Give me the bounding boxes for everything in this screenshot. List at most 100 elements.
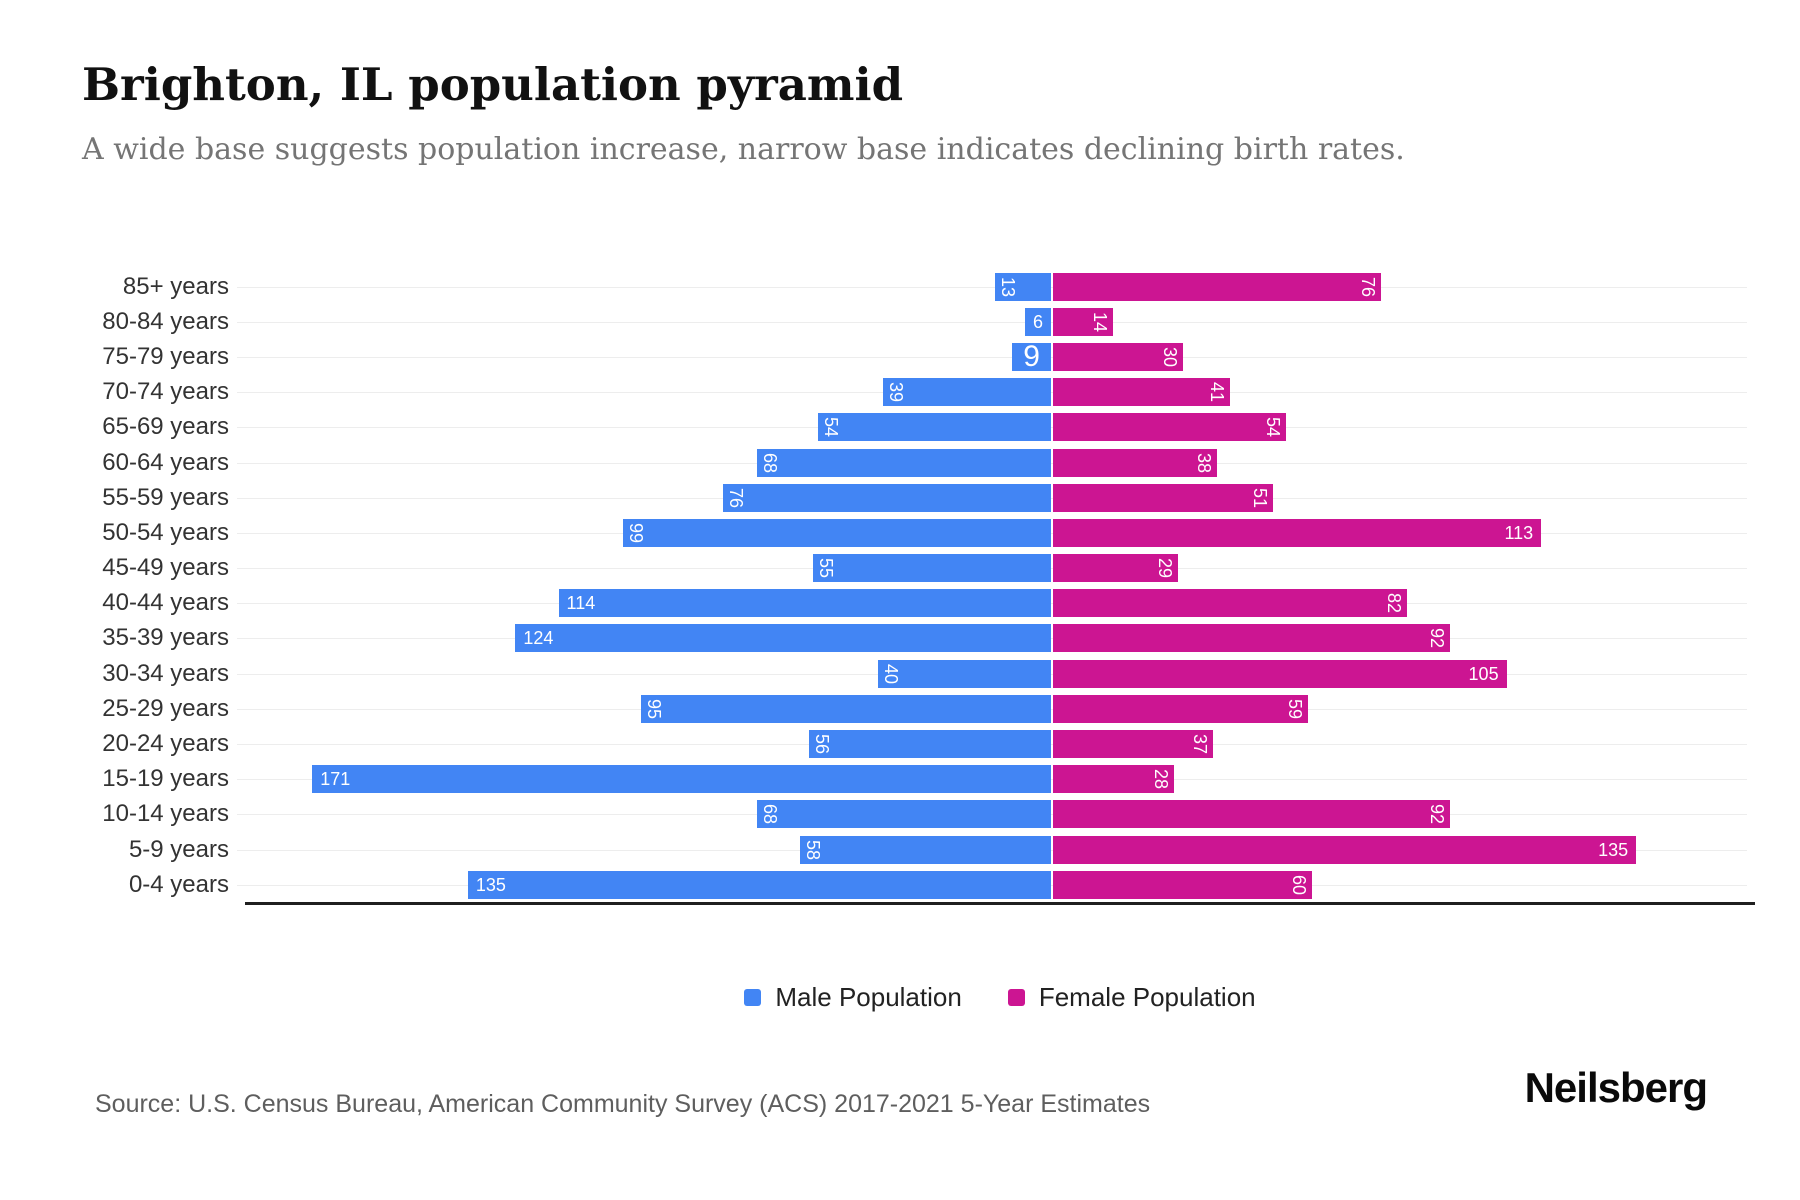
row-plot-area: 114 82 — [237, 586, 1747, 621]
brand-logo: Neilsberg — [1524, 1064, 1708, 1111]
male-bar: 39 — [882, 378, 1051, 407]
male-bar-value: 68 — [760, 804, 781, 825]
female-bar: 135 — [1053, 835, 1637, 864]
row-plot-area: 68 38 — [237, 445, 1747, 480]
female-bar: 59 — [1053, 694, 1308, 723]
female-bar-value: 82 — [1384, 593, 1405, 614]
row-plot-area: 58 135 — [237, 832, 1747, 867]
male-bar-value: 171 — [320, 769, 351, 790]
female-legend-label: Female Population — [1038, 982, 1256, 1012]
age-group-label: 45-49 years — [102, 554, 229, 582]
male-bar: 9 — [1012, 339, 1051, 373]
female-bar: 29 — [1053, 554, 1179, 583]
chart-title: Brighton, IL population pyramid — [82, 58, 904, 111]
pyramid-row: 80-84 years 6 14 — [0, 304, 1800, 339]
row-plot-area: 56 37 — [237, 726, 1747, 761]
pyramid-row: 30-34 years 40 105 — [0, 656, 1800, 691]
legend-item-male[interactable]: Male Population — [744, 982, 962, 1013]
age-group-label: 75-79 years — [102, 342, 229, 370]
age-group-label: 55-59 years — [102, 483, 229, 511]
male-bar-value: 6 — [1033, 311, 1044, 332]
age-group-label: 5-9 years — [128, 835, 229, 863]
pyramid-row: 20-24 years 56 37 — [0, 726, 1800, 761]
row-plot-area: 135 60 — [237, 867, 1747, 902]
legend-item-female[interactable]: Female Population — [1007, 982, 1256, 1013]
pyramid-row: 5-9 years 58 135 — [0, 832, 1800, 867]
male-bar: 56 — [809, 730, 1051, 759]
age-group-label: 40-44 years — [102, 589, 229, 617]
pyramid-row: 50-54 years 99 113 — [0, 515, 1800, 550]
female-bar-value: 38 — [1194, 452, 1215, 473]
female-bar-value: 30 — [1159, 346, 1180, 367]
male-bar-value: 54 — [820, 417, 841, 438]
age-group-label: 10-14 years — [102, 800, 229, 828]
source-attribution: Source: U.S. Census Bureau, American Com… — [95, 1090, 1151, 1118]
female-bar-value: 113 — [1504, 522, 1534, 543]
female-bar-value: 29 — [1155, 558, 1176, 579]
female-bar-value: 92 — [1427, 628, 1448, 649]
female-bar-value: 28 — [1150, 769, 1171, 790]
row-plot-area: 95 59 — [237, 691, 1747, 726]
female-bar: 92 — [1053, 800, 1451, 829]
pyramid-row: 10-14 years 68 92 — [0, 797, 1800, 832]
male-bar: 171 — [312, 765, 1051, 794]
age-group-label: 25-29 years — [102, 694, 229, 722]
male-bar-value: 56 — [812, 734, 833, 755]
female-bar-value: 51 — [1250, 487, 1271, 508]
female-bar: 51 — [1053, 483, 1274, 512]
female-bar-value: 60 — [1289, 874, 1310, 895]
female-bar: 14 — [1053, 307, 1114, 336]
female-bar: 28 — [1053, 765, 1174, 794]
age-group-label: 85+ years — [122, 272, 229, 300]
male-bar: 68 — [757, 448, 1051, 477]
female-bar: 38 — [1053, 448, 1218, 477]
age-group-label: 30-34 years — [102, 659, 229, 687]
female-bar-value: 59 — [1284, 698, 1305, 719]
female-legend-swatch-icon — [1007, 989, 1025, 1006]
male-bar-value: 9 — [1023, 339, 1040, 373]
pyramid-row: 45-49 years 55 29 — [0, 551, 1800, 586]
male-bar-value: 55 — [816, 558, 837, 579]
pyramid-rows: 85+ years 13 76 80-84 years 6 14 75-79 years 9 3… — [0, 269, 1800, 902]
pyramid-row: 75-79 years 9 30 — [0, 339, 1800, 374]
male-bar: 58 — [800, 835, 1051, 864]
pyramid-row: 85+ years 13 76 — [0, 269, 1800, 304]
row-plot-area: 6 14 — [237, 304, 1747, 339]
age-group-label: 50-54 years — [102, 518, 229, 546]
legend: Male Population Female Population — [245, 982, 1755, 1013]
male-bar: 76 — [722, 483, 1051, 512]
female-bar: 76 — [1053, 272, 1382, 301]
female-bar-value: 92 — [1427, 804, 1448, 825]
female-bar-value: 135 — [1598, 839, 1629, 860]
female-bar-value: 41 — [1207, 382, 1228, 403]
age-group-label: 80-84 years — [102, 307, 229, 335]
male-bar-value: 76 — [725, 487, 746, 508]
pyramid-row: 0-4 years 135 60 — [0, 867, 1800, 902]
male-bar-value: 99 — [626, 522, 647, 543]
male-bar-value: 39 — [885, 382, 906, 403]
gridline — [237, 321, 1747, 323]
male-bar: 124 — [515, 624, 1051, 653]
female-bar-value: 14 — [1090, 311, 1111, 332]
male-bar: 13 — [994, 272, 1051, 301]
male-bar: 54 — [817, 413, 1051, 442]
male-bar: 114 — [558, 589, 1051, 618]
pyramid-row: 60-64 years 68 38 — [0, 445, 1800, 480]
female-bar: 113 — [1053, 518, 1542, 547]
pyramid-row: 65-69 years 54 54 — [0, 410, 1800, 445]
gridline — [237, 286, 1747, 288]
row-plot-area: 68 92 — [237, 797, 1747, 832]
female-bar: 92 — [1053, 624, 1451, 653]
pyramid-row: 40-44 years 114 82 — [0, 586, 1800, 621]
female-bar: 41 — [1053, 378, 1231, 407]
population-pyramid-chart: 85+ years 13 76 80-84 years 6 14 75-79 years 9 3… — [0, 269, 1800, 906]
male-bar: 135 — [467, 870, 1051, 899]
male-bar-value: 40 — [881, 663, 902, 684]
row-plot-area: 124 92 — [237, 621, 1747, 656]
female-bar: 82 — [1053, 589, 1408, 618]
pyramid-row: 55-59 years 76 51 — [0, 480, 1800, 515]
male-bar: 40 — [878, 659, 1051, 688]
female-bar: 37 — [1053, 730, 1213, 759]
female-bar-value: 37 — [1189, 734, 1210, 755]
row-plot-area: 9 30 — [237, 339, 1747, 374]
